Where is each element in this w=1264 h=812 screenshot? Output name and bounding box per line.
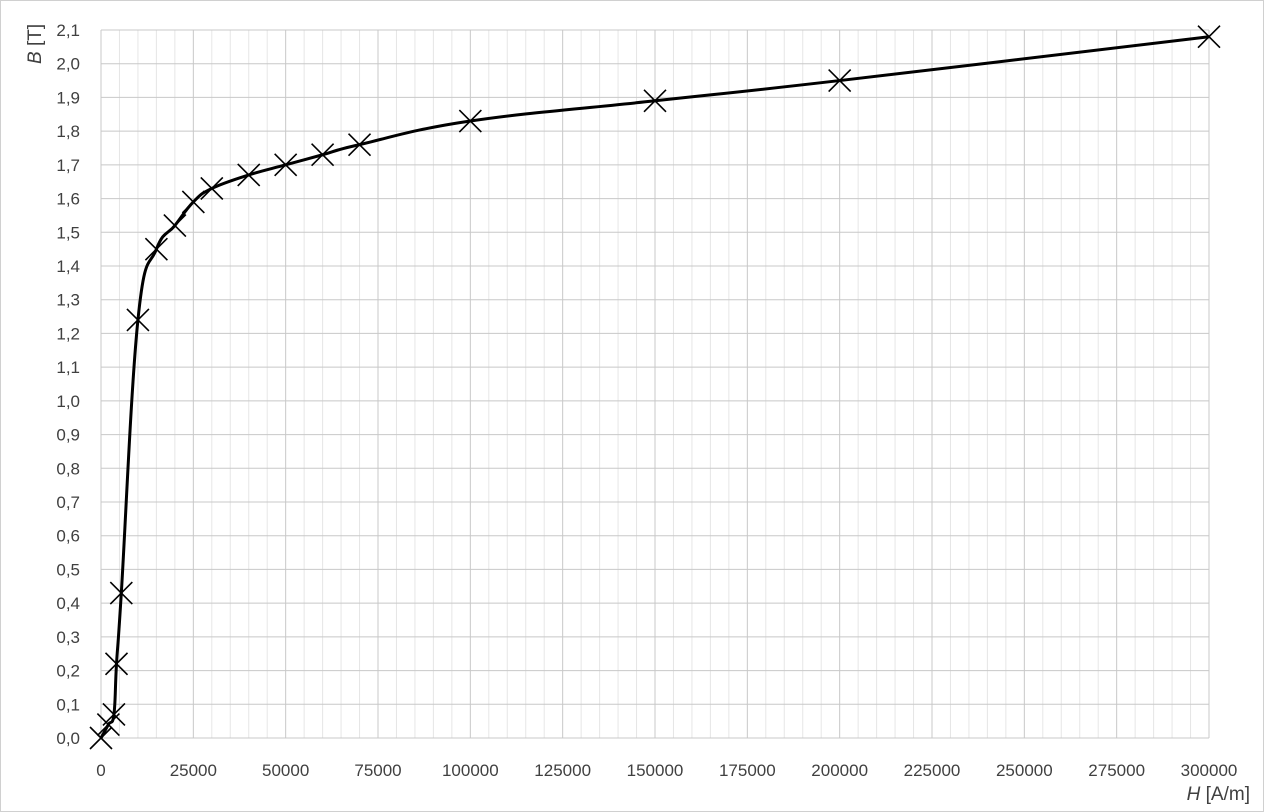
marker-stroke xyxy=(458,109,482,133)
data-point-marker xyxy=(163,213,187,238)
x-tick-label: 50000 xyxy=(262,761,309,780)
marker-stroke xyxy=(109,581,133,605)
data-point-marker xyxy=(181,190,205,214)
x-tick-label: 75000 xyxy=(354,761,401,780)
data-point-marker xyxy=(109,581,133,605)
marker-stroke xyxy=(237,163,261,187)
x-tick-label: 125000 xyxy=(534,761,591,780)
y-tick-label: 1,4 xyxy=(56,257,80,276)
marker-stroke xyxy=(1197,25,1221,49)
data-point-marker xyxy=(311,143,335,167)
x-axis-unit: [A/m] xyxy=(1200,784,1250,805)
marker-stroke xyxy=(163,213,187,238)
x-tick-label: 200000 xyxy=(811,761,868,780)
y-tick-label: 1,6 xyxy=(56,190,80,209)
data-point-marker xyxy=(347,133,372,157)
data-point-marker xyxy=(643,89,667,113)
marker-stroke xyxy=(89,726,113,750)
y-tick-label: 0,5 xyxy=(56,560,80,579)
x-tick-label: 300000 xyxy=(1181,761,1238,780)
marker-layer xyxy=(89,25,1221,750)
marker-stroke xyxy=(102,702,126,726)
data-point-marker xyxy=(1197,25,1221,49)
data-point-marker xyxy=(200,176,224,201)
y-tick-label: 1,7 xyxy=(56,156,80,175)
y-axis-unit: [T] xyxy=(25,24,46,51)
x-tick-label: 175000 xyxy=(719,761,776,780)
data-point-marker xyxy=(237,163,261,187)
marker-stroke xyxy=(347,133,372,157)
marker-stroke xyxy=(144,237,168,261)
marker-stroke xyxy=(104,652,129,676)
y-tick-label: 0,7 xyxy=(56,493,80,512)
y-tick-label: 0,2 xyxy=(56,662,80,681)
data-point-marker xyxy=(89,726,113,750)
x-tick-label: 100000 xyxy=(442,761,499,780)
y-tick-label: 1,2 xyxy=(56,324,80,343)
marker-stroke xyxy=(828,69,852,93)
data-point-marker xyxy=(828,69,852,93)
y-tick-label: 0,3 xyxy=(56,628,80,647)
x-axis-title: H [A/m] xyxy=(1187,784,1250,805)
data-point-marker xyxy=(458,109,482,133)
marker-stroke xyxy=(181,190,205,214)
x-axis-variable: H xyxy=(1187,784,1201,805)
y-tick-label: 0,8 xyxy=(56,459,80,478)
x-tick-label: 150000 xyxy=(627,761,684,780)
marker-stroke xyxy=(200,176,224,201)
y-tick-label: 1,5 xyxy=(56,223,80,242)
marker-stroke xyxy=(643,89,667,113)
data-point-marker xyxy=(126,308,150,332)
marker-stroke xyxy=(311,143,335,167)
y-tick-label: 1,8 xyxy=(56,122,80,141)
y-tick-label: 0,1 xyxy=(56,695,80,714)
y-axis-tick-labels: 0,0 0,1 0,2 0,3 0,4 0,5 0,6 0,7 0,8 0,9 1,0 1,1 1,2 1… xyxy=(56,21,80,748)
y-axis-title: B [T] xyxy=(25,24,46,64)
data-point-marker xyxy=(102,702,126,726)
data-point-marker xyxy=(144,237,168,261)
y-tick-label: 1,9 xyxy=(56,88,80,107)
minor-gridlines xyxy=(118,30,1192,738)
y-tick-label: 1,0 xyxy=(56,392,80,411)
y-tick-label: 0,6 xyxy=(56,527,80,546)
y-tick-label: 1,3 xyxy=(56,291,80,310)
data-point-marker xyxy=(104,652,129,676)
x-tick-label: 275000 xyxy=(1088,761,1145,780)
x-tick-label: 225000 xyxy=(904,761,961,780)
major-gridlines xyxy=(100,29,1210,739)
data-point-marker xyxy=(274,153,298,177)
x-tick-label: 250000 xyxy=(996,761,1053,780)
y-tick-label: 2,1 xyxy=(56,21,80,40)
y-tick-label: 0,0 xyxy=(56,729,80,748)
x-tick-label: 25000 xyxy=(170,761,217,780)
y-tick-label: 0,4 xyxy=(56,594,80,613)
y-tick-label: 2,0 xyxy=(56,55,80,74)
y-tick-label: 1,1 xyxy=(56,358,80,377)
y-tick-label: 0,9 xyxy=(56,426,80,445)
x-axis-tick-labels: 0 25000 50000 75000 100000 125000 150000 175000… xyxy=(96,761,1237,780)
marker-stroke xyxy=(126,308,150,332)
x-tick-label: 0 xyxy=(96,761,105,780)
y-axis-variable: B xyxy=(25,51,46,64)
marker-stroke xyxy=(274,153,298,177)
